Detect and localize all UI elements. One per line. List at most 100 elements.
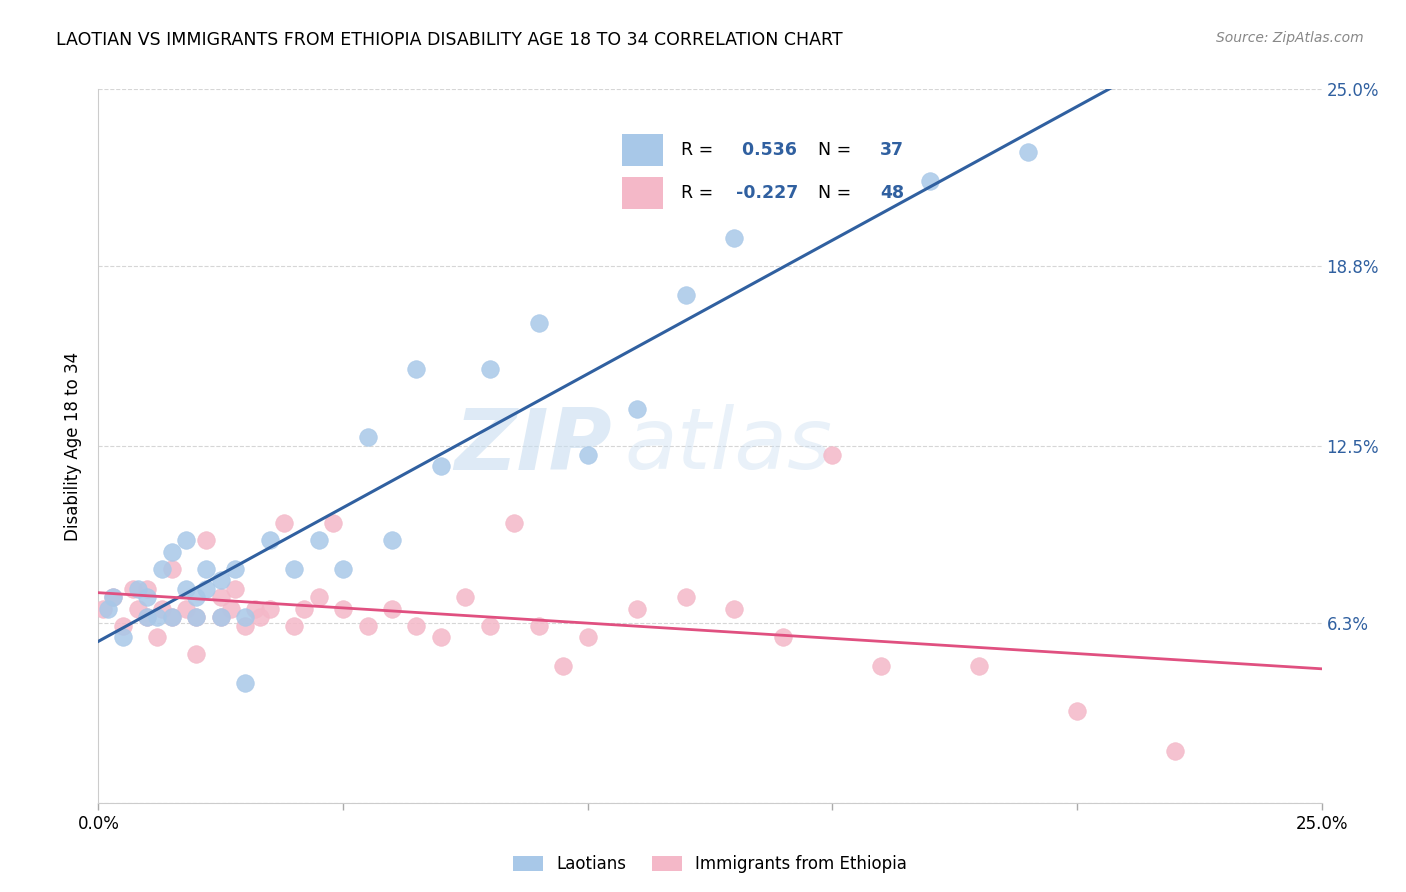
- Point: [454, 591, 477, 605]
- Point: [478, 362, 501, 376]
- Text: 0.536: 0.536: [735, 141, 796, 159]
- Point: [209, 591, 232, 605]
- Point: [772, 630, 794, 644]
- Point: [233, 610, 256, 624]
- Point: [356, 430, 378, 444]
- Point: [101, 591, 124, 605]
- Point: [920, 173, 942, 187]
- Point: [249, 610, 271, 624]
- Text: 48: 48: [880, 185, 904, 202]
- Point: [224, 562, 246, 576]
- Point: [127, 582, 149, 596]
- Point: [259, 601, 281, 615]
- Point: [127, 601, 149, 615]
- Point: [283, 562, 305, 576]
- Text: N =: N =: [818, 185, 858, 202]
- Point: [150, 601, 173, 615]
- Point: [186, 610, 208, 624]
- Point: [186, 648, 208, 662]
- Text: R =: R =: [681, 185, 718, 202]
- Point: [160, 562, 183, 576]
- Point: [136, 582, 159, 596]
- Text: -0.227: -0.227: [735, 185, 797, 202]
- Point: [430, 458, 453, 473]
- Point: [219, 601, 242, 615]
- Point: [322, 516, 344, 530]
- Point: [821, 448, 844, 462]
- Point: [186, 591, 208, 605]
- Point: [146, 630, 169, 644]
- Point: [332, 562, 354, 576]
- Point: [723, 230, 745, 244]
- Point: [195, 562, 218, 576]
- Text: ZIP: ZIP: [454, 404, 612, 488]
- Point: [430, 630, 453, 644]
- Point: [356, 619, 378, 633]
- Point: [308, 591, 330, 605]
- Bar: [621, 134, 664, 166]
- Point: [308, 533, 330, 548]
- Point: [626, 601, 648, 615]
- Point: [136, 610, 159, 624]
- Text: Source: ZipAtlas.com: Source: ZipAtlas.com: [1216, 31, 1364, 45]
- Point: [283, 619, 305, 633]
- Point: [553, 658, 575, 673]
- Point: [870, 658, 893, 673]
- Point: [381, 601, 404, 615]
- Point: [136, 591, 159, 605]
- Text: R =: R =: [681, 141, 718, 159]
- Point: [1066, 705, 1088, 719]
- Point: [292, 601, 315, 615]
- Point: [626, 401, 648, 416]
- Text: 37: 37: [880, 141, 904, 159]
- Point: [111, 619, 134, 633]
- Point: [195, 533, 218, 548]
- Point: [527, 619, 550, 633]
- Point: [101, 591, 124, 605]
- Point: [675, 287, 697, 301]
- Point: [146, 610, 169, 624]
- Point: [967, 658, 990, 673]
- Y-axis label: Disability Age 18 to 34: Disability Age 18 to 34: [65, 351, 83, 541]
- Point: [381, 533, 404, 548]
- Point: [405, 619, 427, 633]
- Text: N =: N =: [818, 141, 858, 159]
- Point: [160, 544, 183, 558]
- Point: [111, 630, 134, 644]
- Point: [160, 610, 183, 624]
- Point: [273, 516, 295, 530]
- Text: atlas: atlas: [624, 404, 832, 488]
- Point: [1017, 145, 1039, 159]
- Point: [209, 610, 232, 624]
- Point: [195, 582, 218, 596]
- Legend: Laotians, Immigrants from Ethiopia: Laotians, Immigrants from Ethiopia: [506, 849, 914, 880]
- Point: [1164, 744, 1187, 758]
- Point: [259, 533, 281, 548]
- Point: [224, 582, 246, 596]
- Point: [332, 601, 354, 615]
- Point: [723, 601, 745, 615]
- Point: [243, 601, 266, 615]
- Point: [405, 362, 427, 376]
- Point: [675, 591, 697, 605]
- Point: [527, 316, 550, 330]
- Bar: [621, 178, 664, 210]
- Point: [576, 630, 599, 644]
- Point: [150, 562, 173, 576]
- Point: [233, 676, 256, 690]
- Point: [121, 582, 143, 596]
- Point: [176, 582, 198, 596]
- Point: [160, 610, 183, 624]
- Point: [97, 601, 120, 615]
- Point: [233, 619, 256, 633]
- Point: [186, 610, 208, 624]
- Point: [209, 573, 232, 587]
- Point: [503, 516, 526, 530]
- Point: [576, 448, 599, 462]
- Point: [176, 533, 198, 548]
- Text: LAOTIAN VS IMMIGRANTS FROM ETHIOPIA DISABILITY AGE 18 TO 34 CORRELATION CHART: LAOTIAN VS IMMIGRANTS FROM ETHIOPIA DISA…: [56, 31, 842, 49]
- Point: [176, 601, 198, 615]
- Point: [209, 610, 232, 624]
- Point: [478, 619, 501, 633]
- Point: [91, 601, 114, 615]
